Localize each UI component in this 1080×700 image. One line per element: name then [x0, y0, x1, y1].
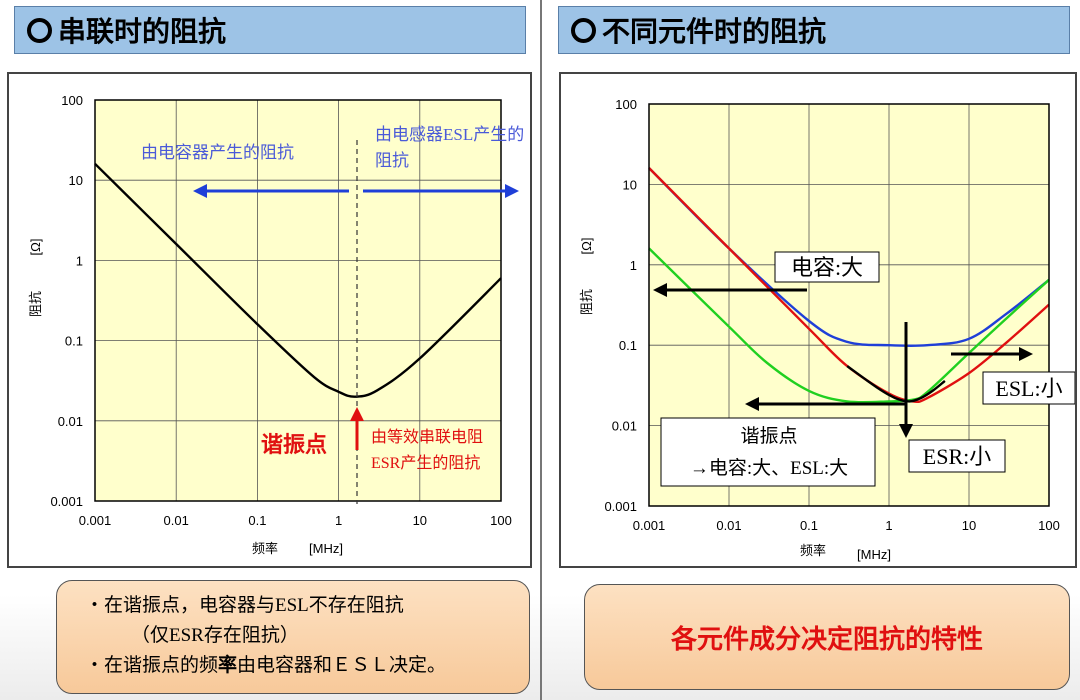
y-tick-label: 0.001 [50, 494, 83, 509]
x-tick-label: 100 [1038, 518, 1060, 533]
esr-impedance-label-line1: 由等效串联电阻 [371, 428, 483, 446]
esl-impedance-label-line1: 由电感器ESL产生的 [375, 125, 524, 144]
note-line-1: ・在谐振点，电容器与ESL不存在阻抗 [85, 595, 404, 616]
x-axis-label: 频率 [252, 541, 278, 556]
curves [648, 167, 1050, 404]
y-axis-label: 阻抗 [579, 289, 594, 315]
y-tick-label: 10 [69, 173, 83, 188]
left-header-title: 串联时的阻抗 [58, 15, 227, 48]
circle-bullet-icon [571, 17, 596, 43]
tick-labels: 0.001 0.01 0.1 1 10 100 0.001 0.01 0.1 1 10 100 [50, 93, 511, 528]
x-tick-label: 1 [335, 513, 342, 528]
left-summary-note: ・在谐振点，电容器与ESL不存在阻抗 （仅ESR存在阻抗） ・在谐振点的频率由电… [56, 580, 530, 694]
y-tick-label: 10 [623, 177, 637, 192]
x-axis-label: 频率 [800, 543, 826, 558]
plot-frame [648, 103, 1050, 507]
note-line-3-bold: 率 [218, 655, 238, 676]
esr-small-arrow [899, 322, 913, 438]
esl-small-label: ESL:小 [995, 376, 1062, 401]
y-tick-label: 1 [630, 258, 637, 273]
center-divider [540, 0, 542, 700]
x-axis-unit: [MHz] [309, 541, 343, 556]
esr-small-label: ESR:小 [923, 444, 991, 469]
x-tick-label: 10 [962, 518, 976, 533]
x-tick-label: 0.1 [248, 513, 266, 528]
impedance-curve-1 [648, 167, 1050, 404]
resonance-box-title: 谐振点 [740, 425, 797, 447]
curves [94, 162, 502, 398]
impedance-curve-2 [648, 247, 1050, 404]
right-impedance-chart: 0.001 0.01 0.1 1 10 100 0.001 0.01 0.1 1 10 100 [Ω]… [579, 97, 1075, 562]
note-line-3-part-a: ・在谐振点的频 [85, 655, 219, 676]
impedance-curve-0 [94, 162, 502, 398]
x-tick-label: 1 [885, 518, 892, 533]
y-tick-label: 0.01 [612, 419, 637, 434]
resonance-point-label: 谐振点 [261, 432, 327, 457]
note-line-3-part-c: 由电容器和ＥＳＬ决定。 [237, 655, 447, 676]
resonance-up-arrow [350, 407, 364, 450]
note-line-2: （仅ESR存在阻抗） [131, 625, 299, 646]
resonance-left-arrow [745, 397, 905, 411]
y-tick-label: 0.01 [58, 414, 83, 429]
right-direction-arrow [363, 184, 519, 198]
x-tick-label: 0.1 [800, 518, 818, 533]
left-impedance-chart: 0.001 0.01 0.1 1 10 100 0.001 0.01 0.1 1 10 100 [Ω]… [28, 93, 524, 556]
right-header-title: 不同元件时的阻抗 [602, 15, 827, 48]
grid [95, 100, 501, 501]
esr-small-box [908, 439, 1006, 473]
esr-impedance-label-line2: ESR产生的阻抗 [371, 454, 480, 472]
plot-frame [94, 99, 502, 502]
y-tick-label: 100 [61, 93, 83, 108]
impedance-curve-3 [846, 365, 946, 403]
capacitor-large-arrow [653, 283, 807, 297]
resonance-info-box [660, 417, 876, 487]
circle-bullet-icon [27, 17, 52, 43]
left-chart-panel: 0.001 0.01 0.1 1 10 100 0.001 0.01 0.1 1 10 100 [Ω]… [7, 72, 532, 568]
resonance-box-text: →电容:大、ESL:大 [690, 457, 848, 479]
left-direction-arrow [193, 184, 349, 198]
tick-labels: 0.001 0.01 0.1 1 10 100 0.001 0.01 0.1 1 10 100 [604, 97, 1059, 533]
right-summary-note: 各元件成分决定阻抗的特性 [584, 584, 1070, 690]
right-note-text: 各元件成分决定阻抗的特性 [670, 624, 983, 655]
esl-impedance-label-line2: 阻抗 [375, 151, 409, 170]
x-tick-label: 0.01 [716, 518, 741, 533]
note-line-3: ・在谐振点的频率由电容器和ＥＳＬ决定。 [85, 651, 529, 681]
x-tick-label: 0.001 [79, 513, 112, 528]
capacitor-large-box [774, 251, 880, 283]
capacitor-impedance-label: 由电容器产生的阻抗 [141, 143, 294, 162]
y-axis-unit: [Ω] [579, 238, 594, 255]
y-tick-label: 0.1 [619, 338, 637, 353]
left-section-header: 串联时的阻抗 [14, 6, 526, 54]
capacitor-large-label: 电容:大 [791, 255, 863, 280]
x-tick-label: 100 [490, 513, 512, 528]
y-axis-unit: [Ω] [28, 239, 43, 256]
y-tick-label: 1 [76, 253, 83, 268]
y-tick-label: 100 [615, 97, 637, 112]
x-tick-label: 0.01 [164, 513, 189, 528]
x-axis-unit: [MHz] [857, 547, 891, 562]
plot-area [95, 100, 501, 501]
right-section-header: 不同元件时的阻抗 [558, 6, 1070, 54]
right-chart-panel: 0.001 0.01 0.1 1 10 100 0.001 0.01 0.1 1 10 100 [Ω]… [559, 72, 1077, 568]
esl-small-box [982, 371, 1075, 405]
esl-small-arrow [951, 347, 1033, 361]
y-axis-label: 阻抗 [28, 291, 43, 317]
x-tick-label: 0.001 [633, 518, 666, 533]
y-tick-label: 0.1 [65, 334, 83, 349]
y-tick-label: 0.001 [604, 499, 637, 514]
x-tick-label: 10 [413, 513, 427, 528]
